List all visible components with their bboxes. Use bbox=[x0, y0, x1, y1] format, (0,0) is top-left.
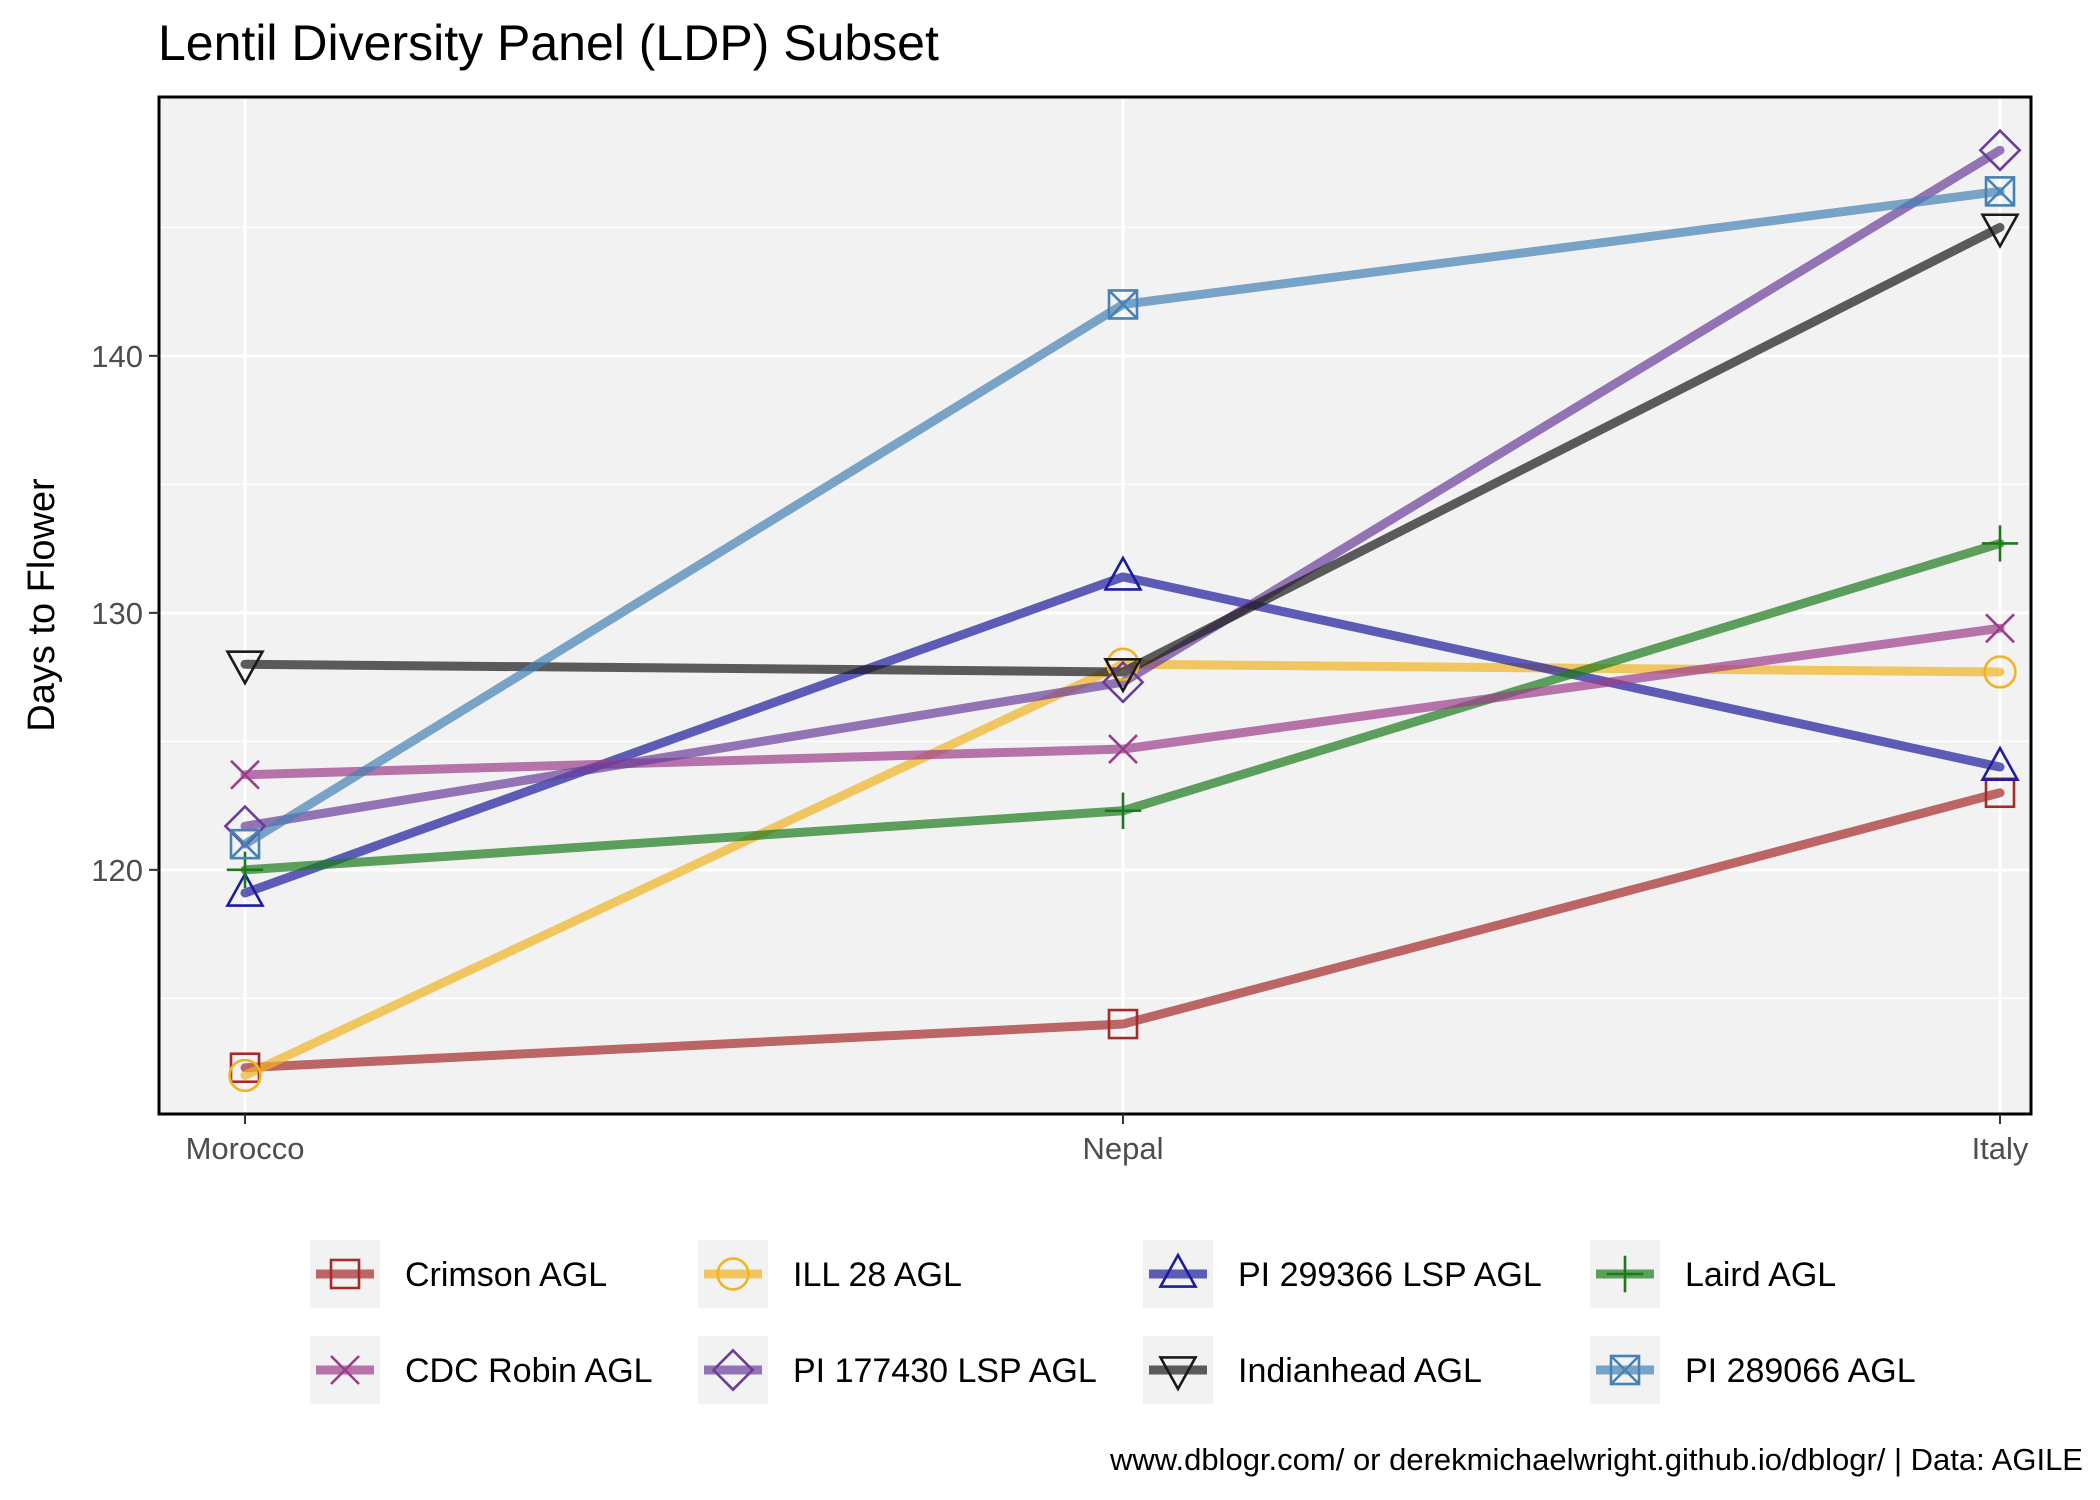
data-point bbox=[230, 759, 260, 790]
legend-item: PI 177430 LSP AGL bbox=[698, 1336, 1097, 1404]
data-point bbox=[1984, 176, 2016, 207]
legend-label: PI 177430 LSP AGL bbox=[793, 1352, 1097, 1390]
legend-label: PI 299366 LSP AGL bbox=[1238, 1256, 1542, 1294]
plot-panel bbox=[159, 97, 2031, 1114]
axes: 120 130 140 Morocco Nepal Italy bbox=[91, 339, 2029, 1166]
y-tick-label: 130 bbox=[91, 596, 143, 631]
legend-label: Indianhead AGL bbox=[1238, 1352, 1482, 1390]
legend-key-marker bbox=[330, 1355, 360, 1385]
x-tick-label: Nepal bbox=[1083, 1131, 1164, 1166]
legend-label: CDC Robin AGL bbox=[405, 1352, 653, 1390]
data-point bbox=[1983, 655, 2017, 689]
data-point bbox=[1107, 289, 1139, 320]
x-tick-label: Morocco bbox=[186, 1131, 305, 1166]
chart-title: Lentil Diversity Panel (LDP) Subset bbox=[158, 15, 939, 71]
data-point bbox=[1980, 213, 2020, 249]
series-line bbox=[240, 572, 2005, 898]
data-point bbox=[225, 650, 265, 686]
x-tick-label: Italy bbox=[1972, 1131, 2029, 1166]
data-point bbox=[1108, 734, 1138, 764]
data-point bbox=[228, 1058, 262, 1093]
legend: Crimson AGL ILL 28 AGL PI 299366 LSP AGL La… bbox=[310, 1240, 1916, 1404]
data-point bbox=[1101, 660, 1145, 704]
legend-label: PI 289066 AGL bbox=[1685, 1352, 1916, 1390]
legend-item: ILL 28 AGL bbox=[698, 1240, 962, 1308]
grid-lines bbox=[159, 97, 2031, 1114]
legend-key-marker bbox=[1158, 1356, 1198, 1392]
y-axis-label: Days to Flower bbox=[21, 478, 63, 732]
data-point bbox=[1980, 745, 2020, 781]
legend-key-marker bbox=[711, 1348, 755, 1392]
legend-key-marker bbox=[1606, 1255, 1644, 1293]
data-point bbox=[229, 828, 261, 860]
legend-key-marker bbox=[1609, 1354, 1641, 1386]
data-point bbox=[1981, 525, 2019, 562]
legend-label: Laird AGL bbox=[1685, 1256, 1836, 1294]
legend-item: Indianhead AGL bbox=[1143, 1336, 1482, 1404]
legend-label: ILL 28 AGL bbox=[793, 1256, 962, 1294]
data-point bbox=[1103, 658, 1143, 694]
legend-key-marker bbox=[329, 1258, 361, 1290]
series-line bbox=[240, 788, 2005, 1073]
legend-item: Crimson AGL bbox=[310, 1240, 607, 1308]
legend-item: PI 299366 LSP AGL bbox=[1143, 1240, 1542, 1308]
y-tick-label: 140 bbox=[91, 339, 143, 374]
legend-item: Laird AGL bbox=[1590, 1240, 1836, 1308]
data-point bbox=[1107, 1008, 1139, 1040]
caption: www.dblogr.com/ or derekmichaelwright.gi… bbox=[1109, 1442, 2083, 1477]
series-points bbox=[223, 128, 2022, 1093]
plot-border bbox=[157, 95, 2033, 1116]
legend-key-marker bbox=[716, 1257, 750, 1291]
legend-item: PI 289066 AGL bbox=[1590, 1336, 1916, 1404]
legend-item: CDC Robin AGL bbox=[310, 1336, 653, 1404]
series-line bbox=[240, 145, 2005, 831]
data-point bbox=[1103, 555, 1143, 591]
data-point bbox=[225, 871, 265, 907]
legend-label: Crimson AGL bbox=[405, 1256, 607, 1294]
data-point bbox=[1978, 128, 2022, 172]
y-tick-label: 120 bbox=[91, 853, 143, 888]
legend-key-marker bbox=[1158, 1252, 1198, 1288]
data-point bbox=[1104, 792, 1142, 829]
data-point bbox=[1985, 613, 2015, 644]
